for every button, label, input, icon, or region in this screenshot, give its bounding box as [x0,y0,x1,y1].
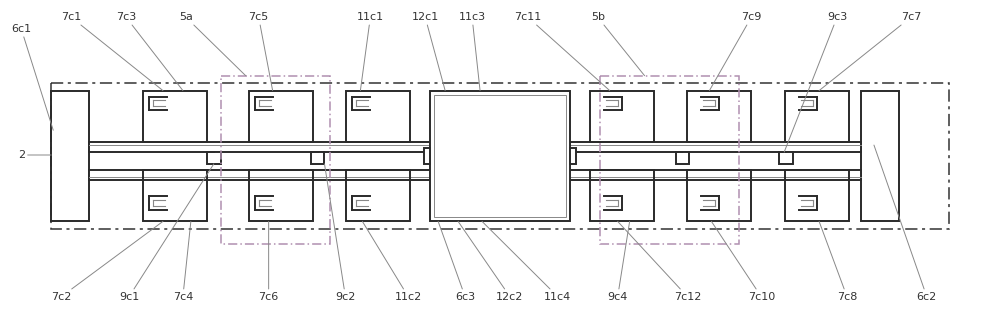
Bar [676,152,689,164]
Text: 12c2: 12c2 [458,221,524,302]
Text: 9c4: 9c4 [607,221,630,302]
Bar [570,148,576,164]
Bar [687,91,751,142]
Bar [221,76,330,244]
Bar [434,95,566,217]
Text: 2: 2 [18,150,51,160]
Bar [779,152,793,164]
Text: 11c2: 11c2 [362,221,422,302]
Bar [143,170,207,221]
Bar [143,91,207,142]
Bar [590,91,654,142]
Text: 7c6: 7c6 [259,221,279,302]
Bar [249,91,313,142]
Text: 7c9: 7c9 [709,12,761,91]
Bar [51,91,89,221]
Bar [424,148,430,164]
Text: 7c10: 7c10 [711,221,775,302]
Bar [249,170,313,221]
Text: 7c8: 7c8 [819,221,857,302]
Bar [89,170,861,180]
Text: 9c2: 9c2 [324,164,356,302]
Text: 6c2: 6c2 [874,145,937,302]
Bar [346,91,410,142]
Bar [861,91,899,221]
Bar [785,170,849,221]
Text: 7c7: 7c7 [819,12,921,91]
Bar [51,83,949,229]
Bar [311,152,324,164]
Text: 9c1: 9c1 [119,164,214,302]
Text: 6c3: 6c3 [438,221,475,302]
Text: 7c2: 7c2 [51,221,163,302]
Bar [687,170,751,221]
Text: 7c4: 7c4 [173,221,193,302]
Text: 5b: 5b [591,12,645,76]
Text: 7c3: 7c3 [116,12,183,91]
Text: 7c12: 7c12 [618,221,701,302]
Text: 5a: 5a [179,12,246,76]
Text: 12c1: 12c1 [412,12,445,91]
Text: 7c11: 7c11 [514,12,610,91]
Bar [89,142,861,152]
Bar [346,170,410,221]
Text: 9c3: 9c3 [784,12,847,152]
Text: 7c5: 7c5 [249,12,273,91]
Text: 11c4: 11c4 [482,221,571,302]
Bar [590,170,654,221]
Text: 6c1: 6c1 [11,24,53,130]
Bar [207,152,221,164]
Text: 11c1: 11c1 [357,12,384,91]
Text: 11c3: 11c3 [459,12,486,91]
Bar [785,91,849,142]
Bar [430,91,570,221]
Bar [600,76,739,244]
Text: 7c1: 7c1 [61,12,163,91]
